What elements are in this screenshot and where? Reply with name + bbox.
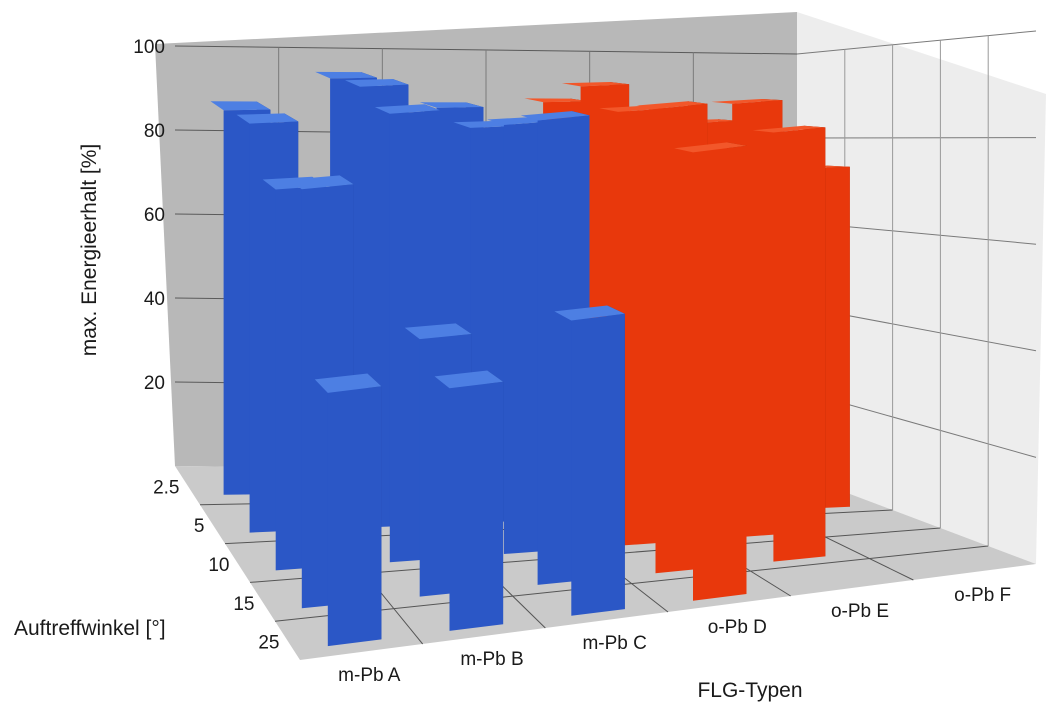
x-tick-label: o-Pb F [954, 585, 1011, 606]
bar-front [693, 145, 747, 601]
bar-top [210, 101, 271, 111]
bar-top [752, 125, 826, 133]
bar-top [288, 175, 354, 190]
bar-top [711, 99, 783, 104]
bar [554, 305, 625, 616]
bar-top [419, 102, 484, 108]
depth-tick-label: 5 [194, 516, 205, 537]
bar-top [374, 104, 440, 114]
bar-top [236, 113, 299, 124]
bar-top [674, 142, 747, 153]
y-tick-label: 100 [133, 37, 165, 58]
bar-front [773, 127, 826, 562]
y-axis-title: max. Energieerhalt [%] [78, 144, 101, 356]
x-tick-label: m-Pb C [582, 633, 646, 654]
bar-top [404, 323, 472, 340]
depth-tick-label: 2.5 [153, 477, 179, 498]
bar-top [636, 101, 708, 109]
bar [434, 370, 504, 631]
axis-labels: max. Energieerhalt [%] FLG-Typen Auftref… [14, 37, 1011, 702]
bar-top [314, 373, 382, 393]
depth-axis-title: Auftreffwinkel [°] [14, 617, 166, 640]
bar-top [315, 71, 377, 79]
depth-tick-label: 15 [233, 594, 254, 615]
bar-top [524, 98, 590, 103]
depth-tick-label: 25 [258, 633, 279, 654]
bar [674, 142, 747, 601]
bar-top [345, 79, 409, 87]
bar-front [449, 381, 504, 631]
x-tick-label: o-Pb D [708, 617, 767, 638]
bar-group [210, 71, 850, 647]
y-tick-label: 20 [144, 373, 165, 394]
x-axis-title: FLG-Typen [697, 679, 802, 702]
bar-top [554, 305, 625, 321]
y-tick-label: 40 [144, 289, 165, 310]
gridline [274, 545, 989, 622]
y-tick-label: 80 [144, 121, 165, 142]
gridline [796, 30, 1037, 55]
y-tick-label: 60 [144, 205, 165, 226]
bar-front [571, 313, 625, 616]
bar-top [561, 82, 630, 87]
bar [314, 373, 382, 647]
bar-top [520, 111, 590, 121]
bar-top [434, 370, 504, 389]
x-tick-label: m-Pb A [338, 665, 401, 686]
bar-front [327, 386, 382, 647]
side-wall [797, 12, 1046, 564]
x-tick-label: m-Pb B [460, 649, 523, 670]
bar [752, 125, 826, 562]
depth-tick-label: 10 [208, 555, 229, 576]
x-tick-label: o-Pb E [831, 601, 889, 622]
